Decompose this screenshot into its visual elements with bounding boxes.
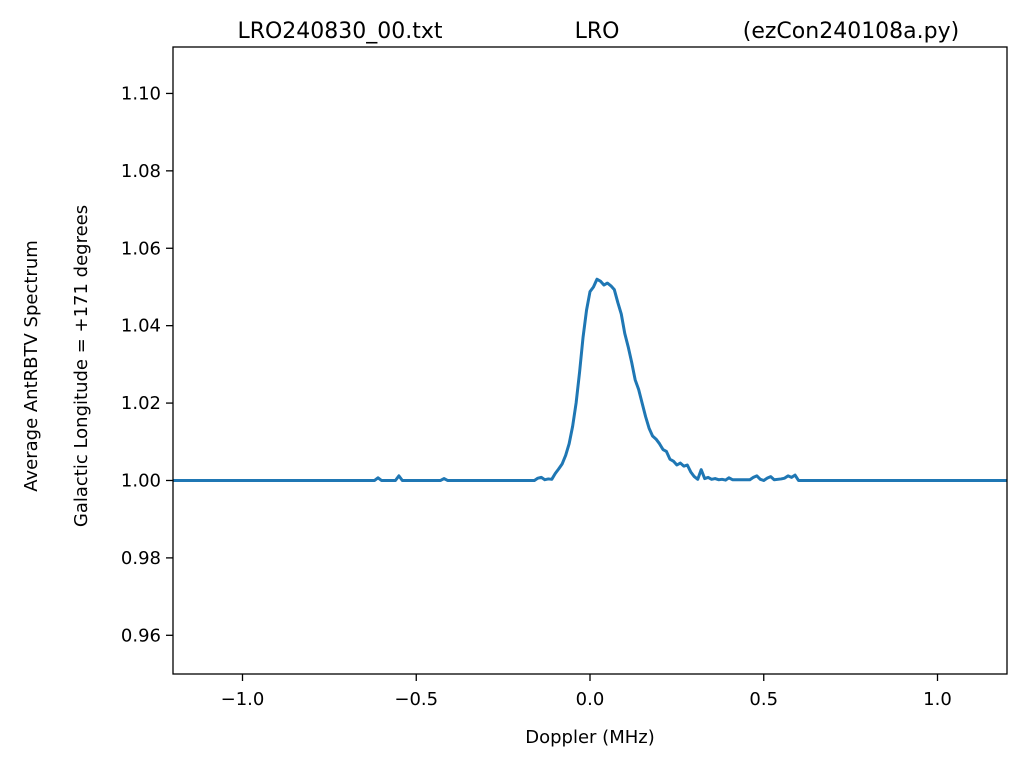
y-tick-label: 1.08 [121,161,161,182]
y-axis-label-line2: Galactic Longitude = +171 degrees [71,205,92,527]
chart-title-right: (ezCon240108a.py) [743,19,959,44]
chart-title: LRO240830_00.txt LRO (ezCon240108a.py) [237,19,959,44]
y-axis-label-line1: Average AntRBTV Spectrum [21,240,42,492]
x-tick-label: −0.5 [394,689,438,710]
x-tick-label: −1.0 [221,689,265,710]
series-line-0 [173,277,1007,482]
y-tick-label: 1.06 [121,238,161,259]
y-tick-label: 1.02 [121,393,161,414]
y-tick-label: 1.00 [121,470,161,491]
y-tick-label: 1.04 [121,316,161,337]
axes-frame [172,46,1008,675]
chart-title-center: LRO [575,19,620,44]
y-tick-label: 0.98 [121,548,161,569]
x-tick-label: 0.0 [576,689,605,710]
x-tick-label: 1.0 [923,689,952,710]
x-axis-label: Doppler (MHz) [525,727,654,748]
x-tick-label: 0.5 [749,689,778,710]
y-tick-label: 0.96 [121,625,161,646]
y-tick-label: 1.10 [121,83,161,104]
chart-title-left: LRO240830_00.txt [237,19,442,44]
